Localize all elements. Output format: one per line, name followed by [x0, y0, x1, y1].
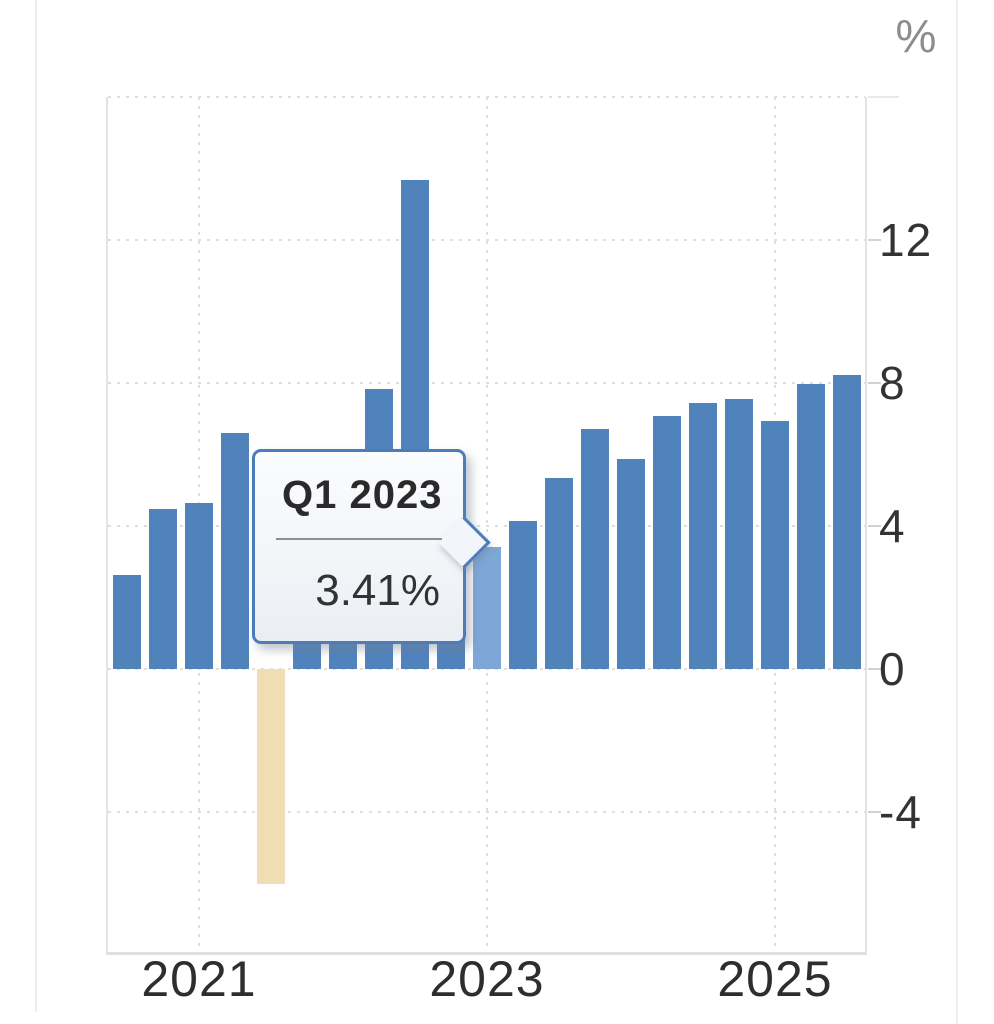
bar-q2-2023[interactable]: [509, 520, 537, 669]
bar-q1-2024[interactable]: [617, 459, 645, 669]
x-axis-label-2025: 2025: [717, 951, 833, 1007]
x-axis-label-2021: 2021: [141, 951, 257, 1007]
y-axis-label-12: 12: [879, 214, 933, 266]
y-tick-8: [868, 382, 881, 384]
bar-q3-2023[interactable]: [545, 478, 573, 669]
bar-q3-2021[interactable]: [257, 669, 285, 885]
bar-q2-2021[interactable]: [221, 432, 249, 669]
chart-plot-area: 12 8 4 0 -4: [106, 96, 931, 955]
tooltip-title: Q1 2023: [282, 472, 443, 517]
bar-q4-2020[interactable]: [149, 508, 177, 669]
bar-q3-2025[interactable]: [833, 374, 861, 669]
y-axis-label-4: 4: [879, 500, 906, 552]
bar-q1-2021[interactable]: [185, 502, 213, 669]
bar-q4-2023[interactable]: [581, 428, 609, 669]
bar-q1-2025[interactable]: [761, 421, 789, 669]
y-axis-label--4: -4: [879, 786, 922, 838]
bar-q2-2025[interactable]: [797, 384, 825, 669]
page-frame-border-right: [956, 0, 958, 1024]
bar-q1-2023[interactable]: [473, 547, 501, 669]
x-gridline-2023: [486, 97, 488, 952]
bar-q4-2024[interactable]: [725, 399, 753, 669]
y-tick-12: [868, 239, 881, 241]
y-tick-0: [868, 668, 881, 670]
tooltip-value: 3.41%: [315, 565, 440, 615]
bar-q2-2024[interactable]: [653, 415, 681, 669]
y-tick-top: [868, 96, 899, 98]
y-axis-label-0: 0: [879, 643, 906, 695]
tooltip-divider: [276, 538, 442, 540]
y-tick-4: [868, 525, 881, 527]
tooltip: Q1 2023 3.41%: [252, 449, 491, 644]
y-tick--4: [868, 811, 881, 813]
page-frame-border-left: [35, 0, 37, 1012]
y-axis-unit-label: %: [895, 10, 937, 62]
x-axis-label-2023: 2023: [429, 951, 545, 1007]
bar-q3-2024[interactable]: [689, 403, 717, 669]
bar-q3-2020[interactable]: [113, 575, 141, 669]
y-axis-label-8: 8: [879, 357, 906, 409]
